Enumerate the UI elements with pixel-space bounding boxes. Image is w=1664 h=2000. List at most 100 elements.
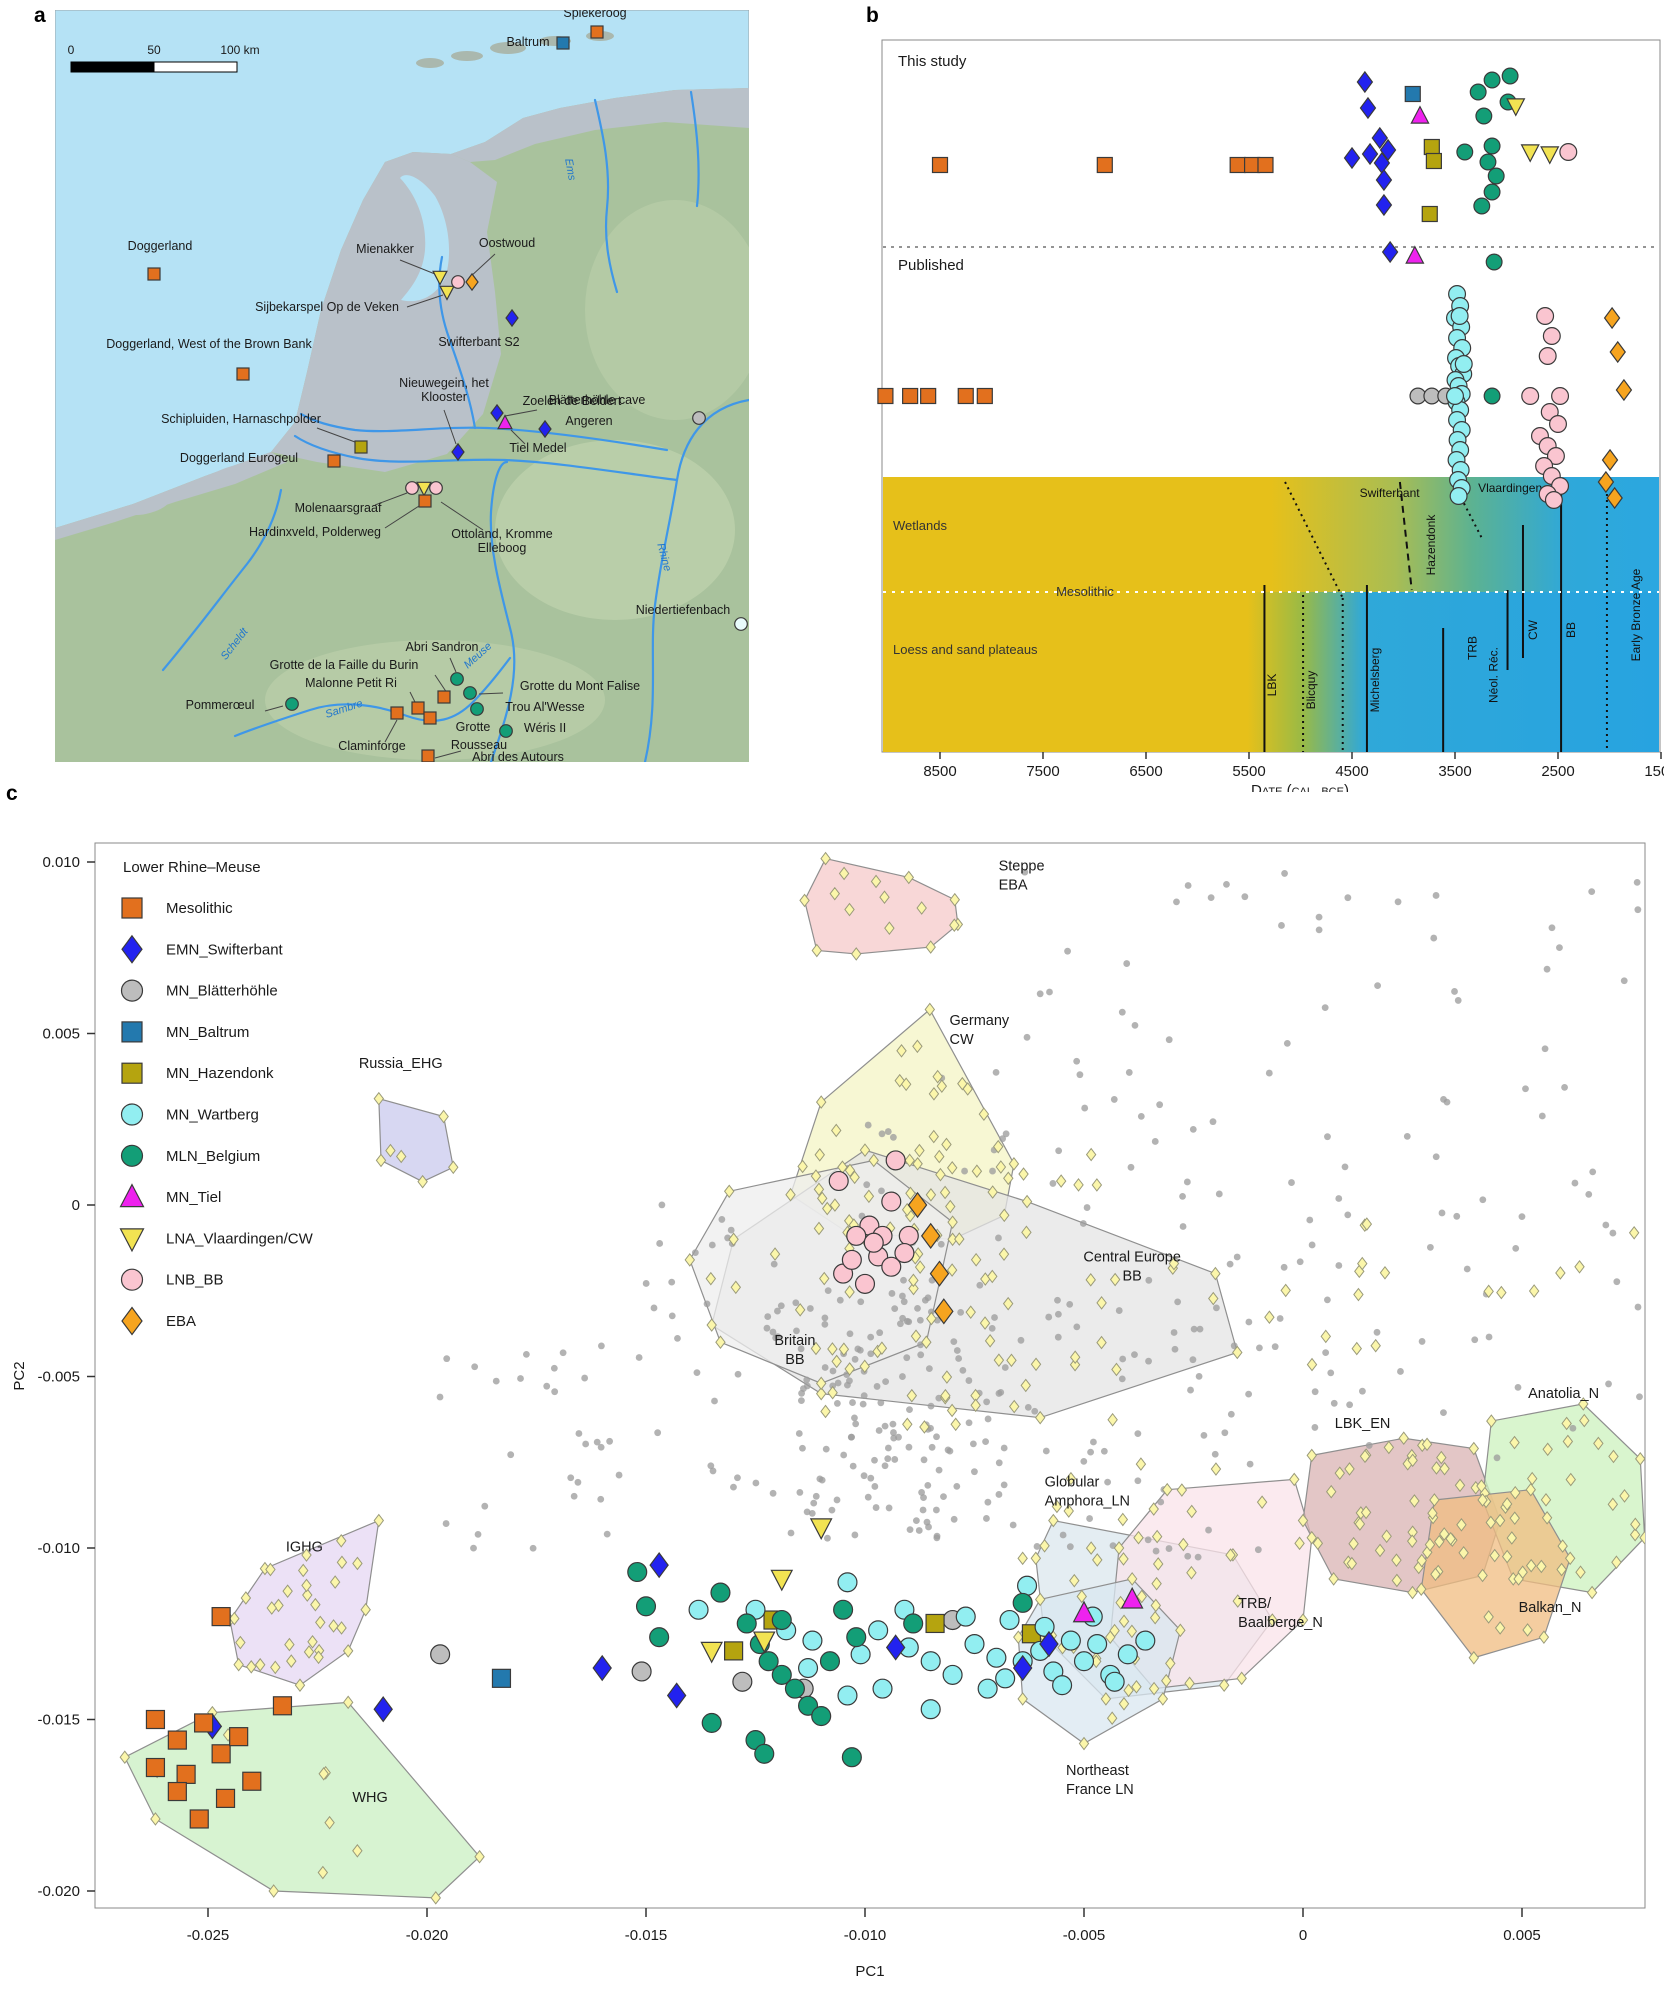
leader-line <box>384 719 398 743</box>
reference-diamond <box>1391 1553 1402 1567</box>
reference-diamond <box>1113 1541 1125 1555</box>
reference-diamond <box>307 1634 318 1649</box>
swifterbant-marker <box>1359 96 1377 120</box>
reference-diamond <box>1328 1572 1339 1586</box>
scale-bar: 0 50 100 km <box>68 43 260 73</box>
reference-diamond <box>266 1601 277 1615</box>
swifterbant-marker <box>1375 193 1393 217</box>
background-dot <box>658 1201 666 1209</box>
reference-diamond <box>815 1386 827 1401</box>
lnb-marker <box>1521 387 1540 406</box>
background-dot <box>1066 1543 1074 1551</box>
wartberg-marker <box>1135 1630 1156 1651</box>
reference-diamond <box>1096 1296 1107 1310</box>
mesolithic-marker <box>411 701 425 715</box>
reference-diamond <box>925 1187 937 1202</box>
reference-diamond <box>859 1143 871 1157</box>
reference-diamond <box>820 1404 831 1419</box>
background-dot <box>1471 1336 1479 1344</box>
culture-label: Blicquy <box>1304 671 1318 710</box>
reference-diamond <box>1501 1549 1513 1564</box>
swifterbant-marker <box>1012 1654 1033 1682</box>
reference-diamond <box>932 1069 943 1084</box>
reference-diamond <box>984 1333 996 1348</box>
reference-diamond <box>1398 1431 1409 1446</box>
background-dot <box>550 1364 558 1372</box>
reference-diamond <box>302 1588 313 1602</box>
site-label: Claminforge <box>338 739 405 753</box>
cluster-label: Globular <box>1045 1474 1100 1490</box>
reference-diamond <box>813 1221 825 1236</box>
reference-diamond <box>270 1660 281 1675</box>
background-dot <box>1430 934 1438 942</box>
background-dot <box>1556 944 1563 952</box>
background-dot <box>905 1318 913 1326</box>
belgium-marker <box>649 1627 670 1648</box>
reference-diamond <box>1306 1357 1318 1372</box>
background-dot <box>1233 1253 1241 1261</box>
background-dot <box>650 1304 658 1312</box>
reference-diamond <box>1379 1265 1391 1280</box>
belgium-marker <box>1469 83 1487 101</box>
baltrum-marker <box>121 1021 143 1043</box>
background-dot <box>1081 1104 1089 1112</box>
belgium-marker <box>635 1596 657 1617</box>
y-tick-label: 0 <box>72 1197 80 1214</box>
reference-diamond <box>859 1359 870 1374</box>
x-axis-title: PC1 <box>855 1963 884 1980</box>
background-dot <box>916 1316 924 1324</box>
background-dot <box>1585 1190 1593 1198</box>
background-dot <box>969 1440 977 1448</box>
reference-diamond <box>1232 1345 1243 1360</box>
belgium-marker <box>819 1651 841 1672</box>
background-dot <box>734 1370 742 1378</box>
reference-diamond <box>1297 1613 1309 1627</box>
mesolithic-marker <box>242 1771 262 1791</box>
reference-diamond <box>1157 1692 1169 1706</box>
background-dot <box>691 1249 699 1257</box>
legend-item-label: EMN_Swifterbant <box>166 941 284 958</box>
background-dot <box>864 1493 872 1501</box>
section-published: Published <box>898 257 964 274</box>
background-dot <box>1344 1211 1352 1219</box>
reference-diamond <box>863 1189 875 1204</box>
reference-diamond <box>1629 1527 1641 1542</box>
reference-diamond <box>1501 1497 1513 1511</box>
swifterbant-marker <box>592 1654 612 1682</box>
reference-diamond <box>1034 1592 1046 1607</box>
reference-diamond <box>1496 1285 1507 1300</box>
reference-diamond <box>1312 1536 1324 1551</box>
background-dot <box>770 1260 778 1268</box>
reference-diamond <box>870 874 882 889</box>
reference-diamond <box>970 1398 981 1413</box>
background-dot <box>1432 892 1440 899</box>
background-dot <box>1100 1447 1108 1455</box>
site-label: Angeren <box>565 414 612 428</box>
background-dot <box>1432 1153 1440 1161</box>
belgium-marker <box>771 1609 792 1631</box>
background-dot <box>1073 1323 1081 1331</box>
reference-diamond <box>1150 1598 1162 1613</box>
belgium-marker <box>1473 197 1491 215</box>
background-dot <box>1036 990 1044 998</box>
leader-line <box>434 750 462 759</box>
culture-label: Néol. Réc. <box>1487 647 1501 703</box>
background-dot <box>877 1399 885 1407</box>
background-dot <box>507 1451 515 1459</box>
background-dot <box>995 1459 1003 1467</box>
swifterbant-marker <box>1356 70 1374 94</box>
wartberg-marker <box>1104 1671 1125 1692</box>
culture-label: LBK <box>1265 674 1279 697</box>
reference-diamond <box>844 1285 855 1299</box>
leader-line <box>468 253 496 279</box>
y-tick-label: 0.010 <box>42 854 80 871</box>
background-dot <box>1620 977 1628 985</box>
site-label: Grotte de la Faille du Burin <box>270 658 419 672</box>
site-label: Grotte du Mont Falise <box>520 679 640 693</box>
reference-diamond <box>992 1139 1004 1154</box>
reference-diamond <box>728 1232 739 1247</box>
background-dot <box>1609 1229 1617 1237</box>
reference-diamond <box>336 1621 347 1635</box>
background-dot <box>1165 1036 1173 1044</box>
reference-diamond <box>979 1316 991 1330</box>
